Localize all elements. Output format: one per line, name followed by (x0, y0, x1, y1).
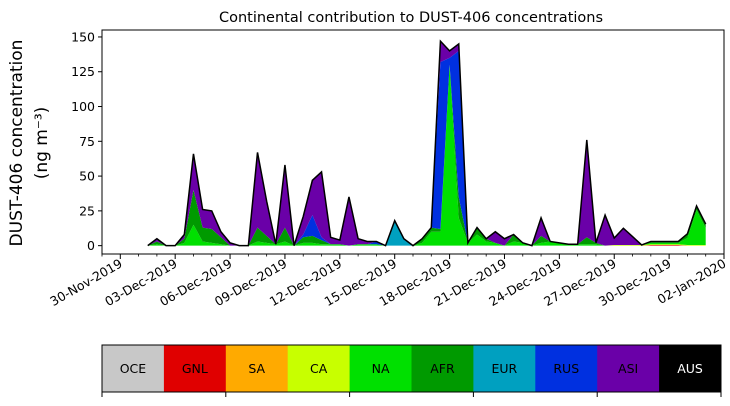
legend-frame (101, 344, 722, 393)
legend-swatch-na (349, 345, 412, 392)
legend-swatch-afr (411, 345, 474, 392)
y-tick-label: 25 (79, 203, 95, 218)
total-outline (147, 39, 707, 247)
legend-swatch-oce (102, 345, 165, 392)
area-ca (147, 244, 706, 246)
legend-colorbar: OCE GNL SA CA NA AFR EUR RUS ASI AUS (101, 344, 722, 397)
legend-label: OCE (120, 361, 147, 376)
legend-label: SA (248, 361, 265, 376)
legend-swatch-aus (659, 345, 722, 392)
area-na (147, 64, 706, 246)
y-axis-label-units: (ng m⁻³) (32, 107, 52, 180)
y-axis-label: DUST-406 concentration (7, 40, 27, 247)
y-tick-label: 150 (71, 29, 95, 44)
legend-label: RUS (553, 361, 579, 376)
legend-label: GNL (182, 361, 208, 376)
area-afr (147, 64, 706, 246)
area-aus (147, 41, 706, 246)
legend-swatch-ca (287, 345, 351, 392)
y-tick-label: 75 (79, 134, 95, 149)
y-axis: 0 25 50 75 100 125 150 (71, 29, 102, 253)
legend-label: AUS (677, 361, 703, 376)
area-eur (147, 64, 706, 246)
area-gnl (147, 244, 706, 246)
x-axis: 30-Nov-201903-Dec-201906-Dec-201909-Dec-… (47, 254, 729, 309)
legend-label: NA (372, 361, 390, 376)
legend-swatch-gnl (163, 345, 227, 392)
legend-swatch-eur (473, 345, 536, 392)
legend-swatch-sa (225, 345, 289, 392)
y-tick-label: 125 (71, 64, 95, 79)
y-tick-label: 100 (71, 99, 95, 114)
legend-label: ASI (618, 361, 638, 376)
legend-swatch-rus (535, 345, 598, 392)
legend-swatch-asi (597, 345, 660, 392)
stacked-areas (147, 41, 706, 246)
chart-title: Continental contribution to DUST-406 con… (219, 10, 603, 26)
legend-label: EUR (491, 361, 517, 376)
area-asi (147, 41, 706, 246)
legend-label: CA (310, 361, 328, 376)
y-tick-label: 0 (87, 238, 95, 253)
y-tick-label: 50 (79, 169, 95, 184)
legend-label: AFR (430, 361, 455, 376)
area-rus (147, 50, 706, 246)
